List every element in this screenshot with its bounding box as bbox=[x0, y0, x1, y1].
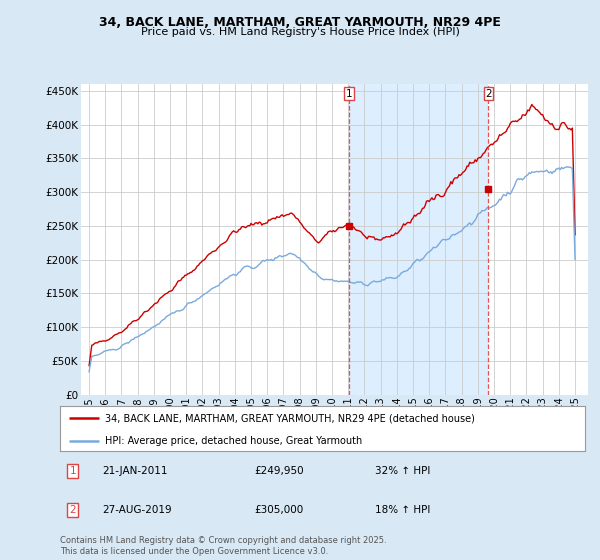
Text: 1: 1 bbox=[346, 88, 352, 99]
Text: Contains HM Land Registry data © Crown copyright and database right 2025.
This d: Contains HM Land Registry data © Crown c… bbox=[60, 536, 386, 556]
Text: 27-AUG-2019: 27-AUG-2019 bbox=[102, 505, 172, 515]
Text: £305,000: £305,000 bbox=[254, 505, 304, 515]
Text: £249,950: £249,950 bbox=[254, 466, 304, 476]
Text: 34, BACK LANE, MARTHAM, GREAT YARMOUTH, NR29 4PE (detached house): 34, BACK LANE, MARTHAM, GREAT YARMOUTH, … bbox=[104, 413, 475, 423]
Text: 32% ↑ HPI: 32% ↑ HPI bbox=[375, 466, 430, 476]
Text: 2: 2 bbox=[70, 505, 76, 515]
Text: Price paid vs. HM Land Registry's House Price Index (HPI): Price paid vs. HM Land Registry's House … bbox=[140, 27, 460, 37]
Text: 21-JAN-2011: 21-JAN-2011 bbox=[102, 466, 167, 476]
Text: 1: 1 bbox=[70, 466, 76, 476]
Text: 2: 2 bbox=[485, 88, 492, 99]
Bar bbox=[349, 84, 488, 395]
Text: 18% ↑ HPI: 18% ↑ HPI bbox=[375, 505, 430, 515]
Text: 34, BACK LANE, MARTHAM, GREAT YARMOUTH, NR29 4PE: 34, BACK LANE, MARTHAM, GREAT YARMOUTH, … bbox=[99, 16, 501, 29]
Text: HPI: Average price, detached house, Great Yarmouth: HPI: Average price, detached house, Grea… bbox=[104, 436, 362, 446]
